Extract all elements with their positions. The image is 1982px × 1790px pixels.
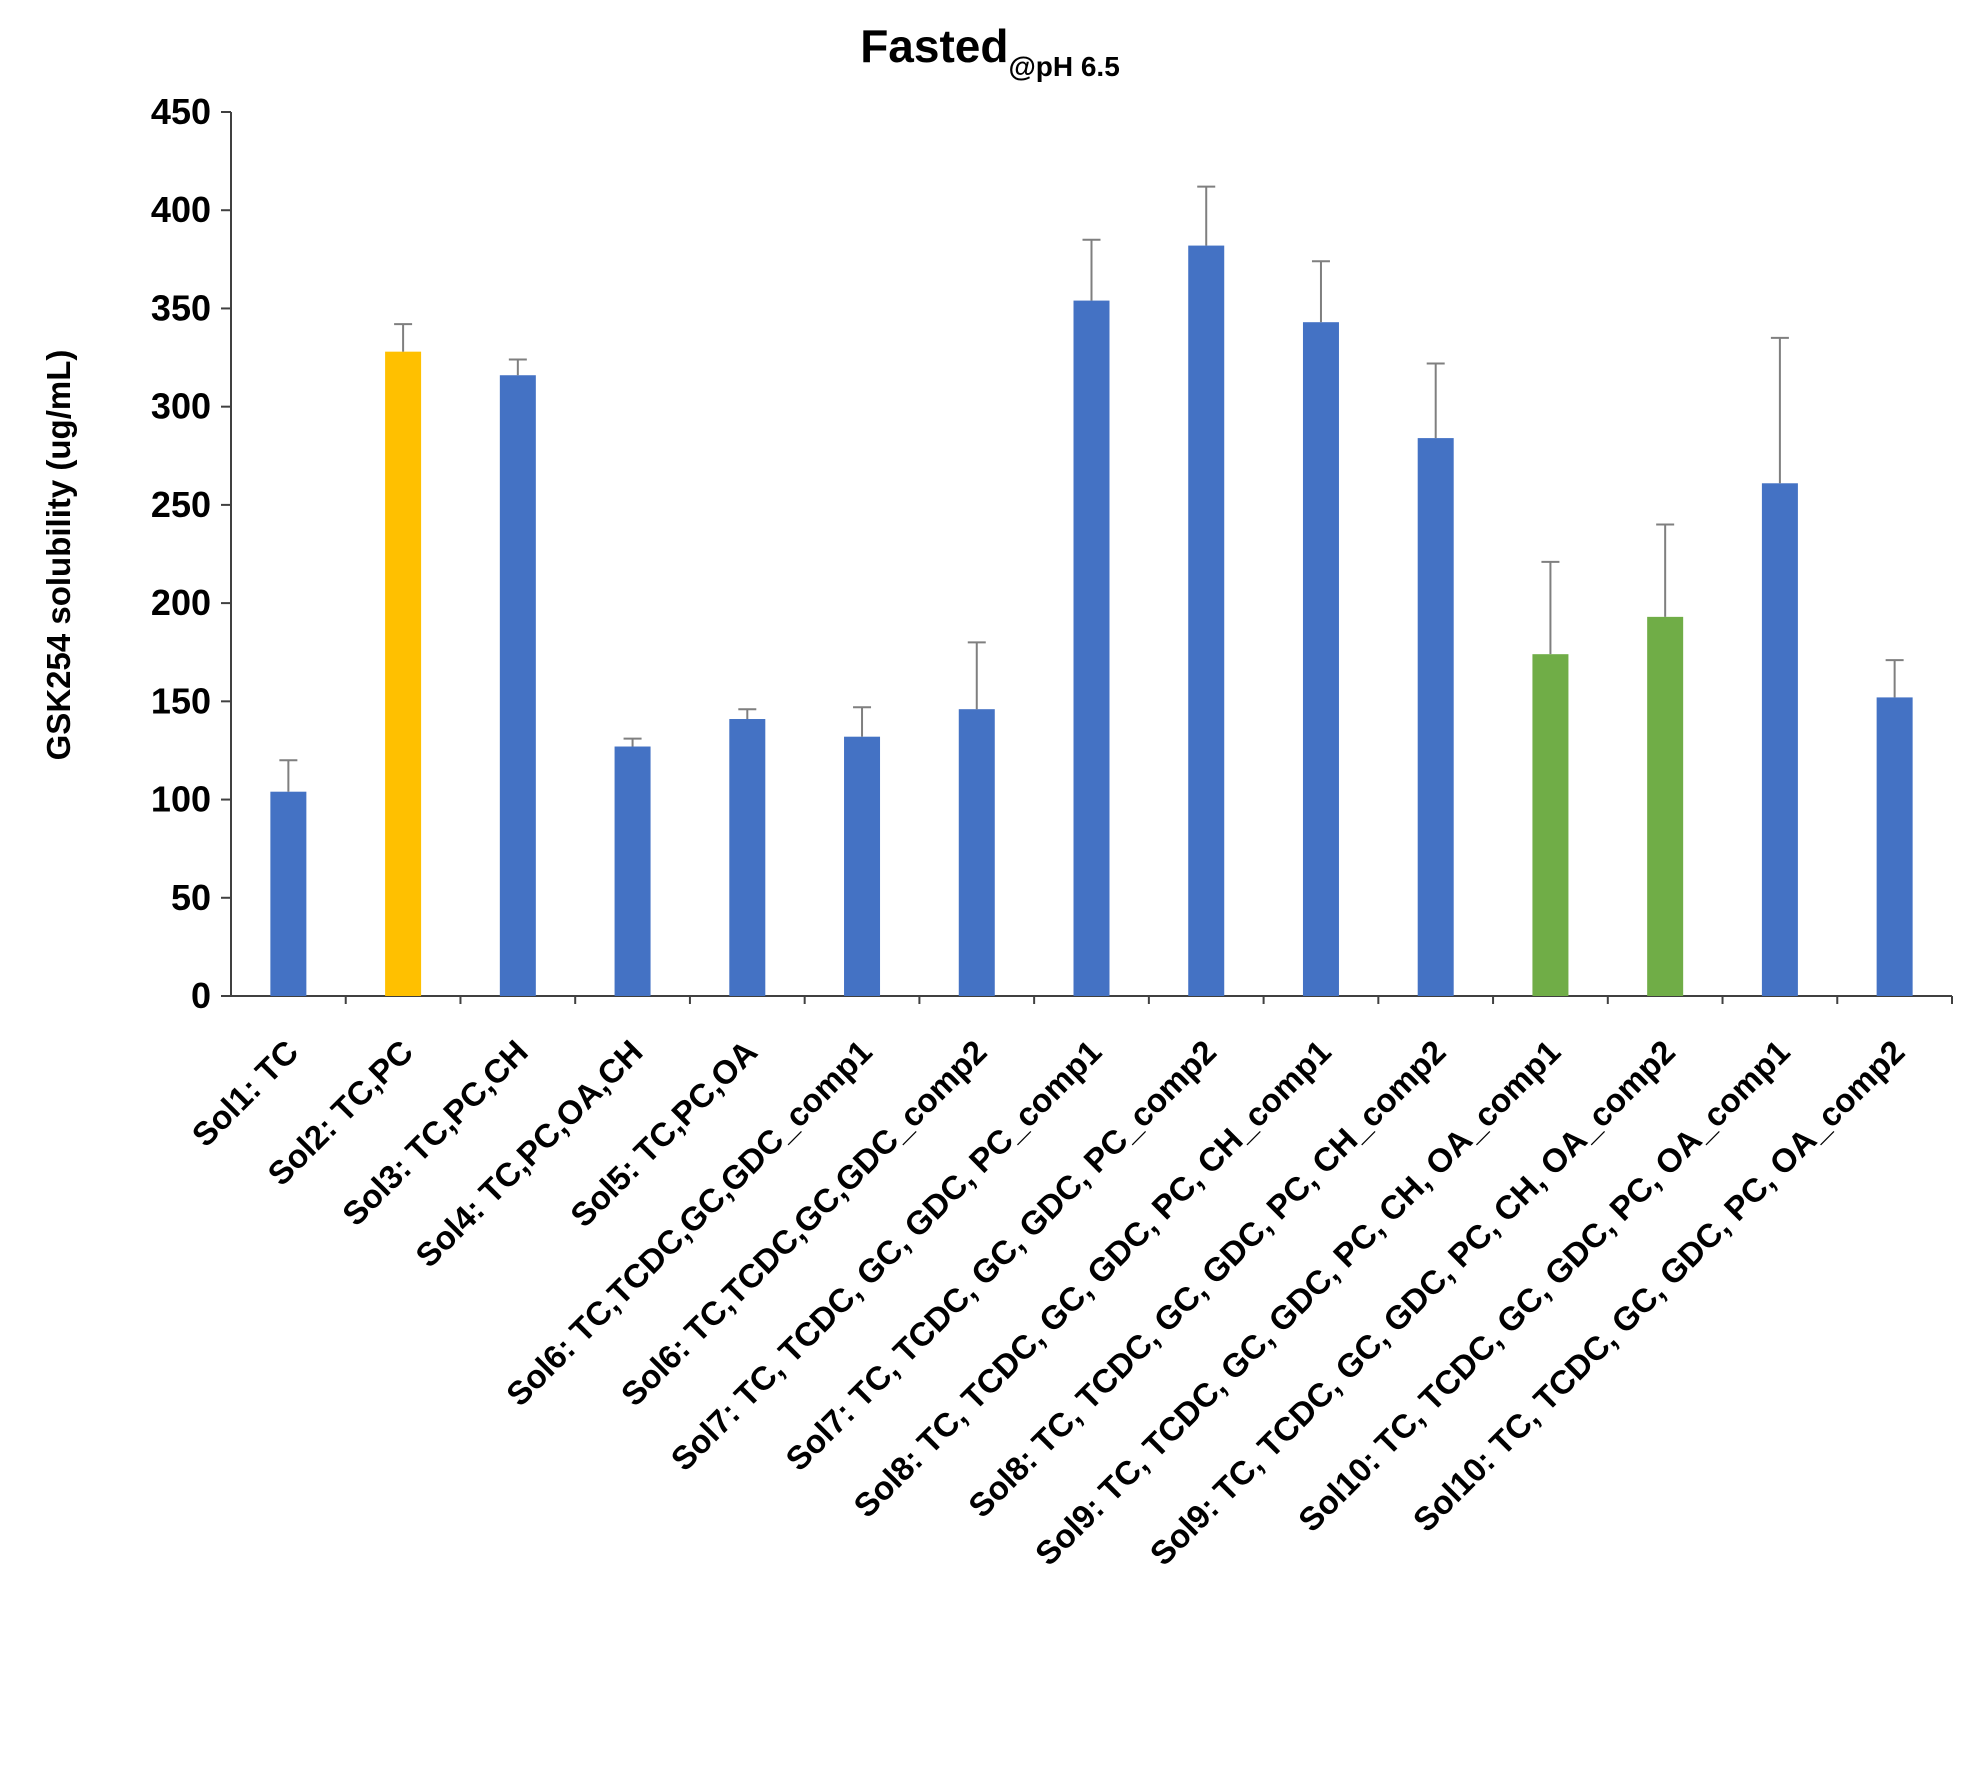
y-tick-label: 50 [171,877,211,918]
y-tick-label: 300 [151,386,211,427]
bar [729,719,766,996]
y-tick-label: 250 [151,484,211,525]
bar [1761,483,1798,996]
bar [1876,697,1913,996]
chart-title: Fasted@pH 6.5 [860,20,1120,82]
y-tick-label: 450 [151,91,211,132]
bar [1188,245,1225,997]
bar [385,351,422,996]
x-tick-label: Sol7: TC, TCDC, GC, GDC, PC_comp2 [778,1033,1223,1478]
y-tick-label: 400 [151,189,211,230]
x-tick-label: Sol9: TC, TCDC, GC, GDC, PC, CH, OA_comp… [1028,1033,1568,1573]
bar [1073,300,1110,996]
chart-title-subscript: @pH 6.5 [1008,51,1119,82]
bar [1417,438,1454,996]
y-axis-label: GSK254 solubility (ug/mL) [40,350,77,761]
chart-title-main: Fasted [860,20,1008,72]
x-tick-label: Sol1: TC [185,1033,306,1154]
y-tick-label: 350 [151,287,211,328]
bar [1302,322,1339,996]
bar [499,375,536,996]
x-tick-label: Sol4: TC,PC,OA,CH [408,1033,649,1274]
y-tick-label: 0 [191,975,211,1016]
bar [270,791,307,996]
y-tick-label: 100 [151,779,211,820]
bar [844,736,881,996]
y-tick-label: 150 [151,680,211,721]
bar [1647,616,1684,996]
bar [958,709,995,996]
x-tick-label: Sol9: TC, TCDC, GC, GDC, PC, CH, OA_comp… [1143,1033,1683,1573]
bar [614,746,651,996]
x-tick-label: Sol7: TC, TCDC, GC, GDC, PC_comp1 [664,1033,1109,1478]
y-tick-label: 200 [151,582,211,623]
bar [1532,654,1569,996]
